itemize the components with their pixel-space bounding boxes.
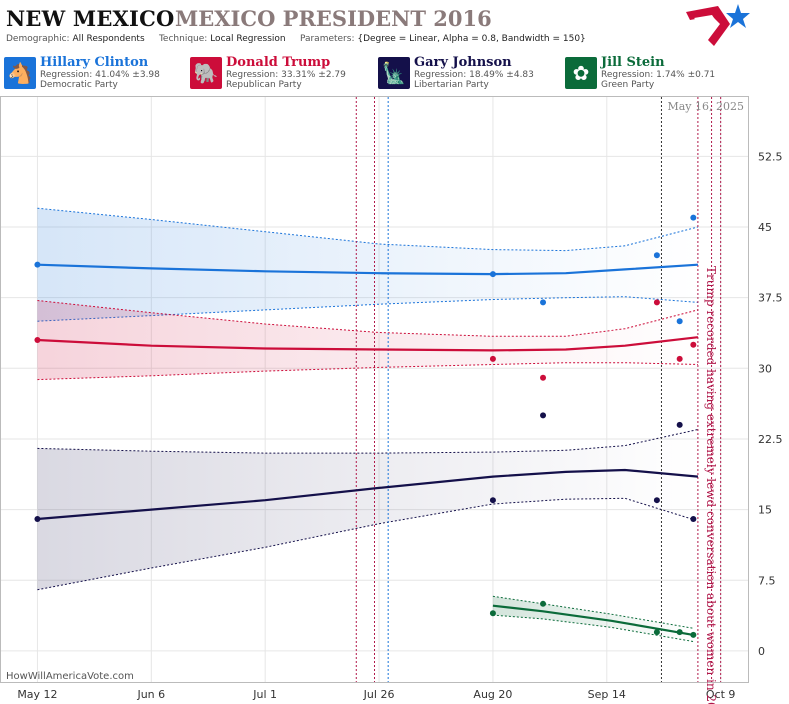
demographic-value: All Respondents [72, 34, 145, 44]
x-tick-label: Aug 20 [473, 688, 512, 701]
hillary-clinton-confidence-band [37, 208, 698, 322]
parameters-label: Parameters: [299, 34, 355, 44]
gary-johnson-poll-point [34, 516, 41, 523]
technique-label: Technique: [158, 34, 208, 44]
state-title: NEW MEXICO [6, 6, 175, 31]
event-annotation: Trump recorded having extremely lewd con… [704, 266, 718, 704]
donald-trump-poll-point [653, 299, 660, 306]
gary-johnson-confidence-band [37, 429, 698, 590]
candidate-regression: Regression: 1.74% ±0.71 [601, 70, 716, 80]
gary-johnson-poll-point [489, 497, 496, 504]
hillary-clinton-poll-point [653, 252, 660, 259]
candidate-name: Gary Johnson [414, 55, 512, 70]
trend-lines [37, 263, 699, 636]
parameters-value: {Degree = Linear, Alpha = 0.8, Bandwidth… [357, 34, 586, 44]
technique-value: Local Regression [210, 34, 286, 44]
y-tick-label: 15 [758, 504, 772, 517]
poll-points [34, 214, 697, 638]
candidate-party: Democratic Party [40, 80, 118, 90]
candidate-legend: 🐴 Hillary Clinton Regression: 41.04% ±3.… [0, 54, 789, 94]
gary-johnson-trend-line [37, 468, 698, 521]
candidate-card-trump[interactable]: 🐘 Donald Trump Regression: 33.31% ±2.79 … [188, 54, 374, 92]
candidate-name: Donald Trump [226, 55, 331, 70]
hillary-clinton-poll-point [540, 299, 547, 306]
statue-of-liberty-icon: 🗽 [378, 57, 410, 89]
donald-trump-trend-line [37, 336, 699, 352]
site-logo[interactable] [684, 2, 752, 50]
y-tick-label: 7.5 [758, 574, 776, 587]
jill-stein-poll-point [676, 629, 683, 636]
gary-johnson-lower-bound [37, 497, 699, 591]
candidate-card-johnson[interactable]: 🗽 Gary Johnson Regression: 18.49% ±4.83 … [376, 54, 562, 92]
flower-icon: ✿ [565, 57, 597, 89]
candidate-regression: Regression: 41.04% ±3.98 [40, 70, 160, 80]
hillary-clinton-poll-point [690, 214, 697, 221]
jill-stein-poll-point [690, 631, 697, 638]
hillary-clinton-upper-bound [37, 207, 699, 252]
y-tick-label: 45 [758, 221, 772, 234]
candidate-party: Republican Party [226, 80, 302, 90]
hillary-clinton-trend-line [37, 263, 698, 276]
hillary-clinton-poll-point [489, 271, 496, 278]
poll-chart: 0 7.5 15 22.5 30 37.5 45 52.5 May 12 Jun 6 Jul 1 J… [0, 96, 783, 704]
header: NEW MEXICO MEXICO PRESIDENT 2016 Demogra… [0, 0, 789, 96]
gary-johnson-poll-point [540, 412, 547, 419]
x-tick-label: Sep 14 [588, 688, 626, 701]
hillary-clinton-poll-point [676, 318, 683, 325]
candidate-party: Libertarian Party [414, 80, 489, 90]
x-tick-label: Jun 6 [136, 688, 165, 701]
x-tick-label: Oct 9 [706, 688, 736, 701]
x-tick-label: May 12 [17, 688, 57, 701]
candidate-card-stein[interactable]: ✿ Jill Stein Regression: 1.74% ±0.71 Gre… [563, 54, 749, 92]
gary-johnson-poll-point [653, 497, 660, 504]
candidate-party: Green Party [601, 80, 655, 90]
x-axis-ticks: May 12 Jun 6 Jul 1 Jul 26 Aug 20 Sep 14 Oct 9 [17, 688, 735, 701]
donald-trump-poll-point [489, 355, 496, 362]
confidence-bands [37, 207, 699, 642]
gary-johnson-upper-bound [37, 429, 699, 454]
donald-trump-poll-point [676, 355, 683, 362]
candidate-regression: Regression: 18.49% ±4.83 [414, 70, 534, 80]
candidate-regression: Regression: 33.31% ±2.79 [226, 70, 346, 80]
y-tick-label: 30 [758, 362, 772, 375]
y-tick-label: 0 [758, 645, 765, 658]
elephant-icon: 🐘 [190, 57, 222, 89]
jill-stein-poll-point [653, 629, 660, 636]
parameters-line: Demographic: All Respondents Technique: … [6, 34, 586, 44]
donald-trump-poll-point [34, 337, 41, 344]
jill-stein-poll-point [540, 600, 547, 607]
donald-trump-lower-bound [37, 362, 698, 381]
jill-stein-upper-bound [492, 595, 694, 629]
y-axis-ticks: 0 7.5 15 22.5 30 37.5 45 52.5 [758, 150, 783, 658]
race-title: MEXICO PRESIDENT 2016 [175, 6, 492, 31]
demographic-label: Demographic: [6, 34, 70, 44]
candidate-name: Hillary Clinton [40, 55, 149, 70]
y-tick-label: 22.5 [758, 433, 783, 446]
date-label: May 16, 2025 [667, 100, 744, 113]
donald-trump-poll-point [540, 374, 547, 381]
jill-stein-poll-point [489, 610, 496, 617]
donald-trump-confidence-band [37, 300, 698, 380]
gary-johnson-poll-point [676, 421, 683, 428]
gary-johnson-poll-point [690, 516, 697, 523]
event-lines [355, 97, 722, 682]
x-tick-label: Jul 26 [363, 688, 395, 701]
jill-stein-lower-bound [492, 614, 694, 642]
y-tick-label: 37.5 [758, 292, 783, 305]
x-tick-label: Jul 1 [252, 688, 277, 701]
candidate-name: Jill Stein [601, 55, 665, 70]
donald-trump-poll-point [690, 341, 697, 348]
candidate-card-clinton[interactable]: 🐴 Hillary Clinton Regression: 41.04% ±3.… [2, 54, 188, 92]
donkey-icon: 🐴 [4, 57, 36, 89]
jill-stein-trend-line [492, 604, 694, 636]
hillary-clinton-poll-point [34, 261, 41, 268]
watermark: HowWillAmericaVote.com [6, 671, 134, 682]
donald-trump-upper-bound [37, 300, 699, 337]
y-tick-label: 52.5 [758, 150, 783, 163]
